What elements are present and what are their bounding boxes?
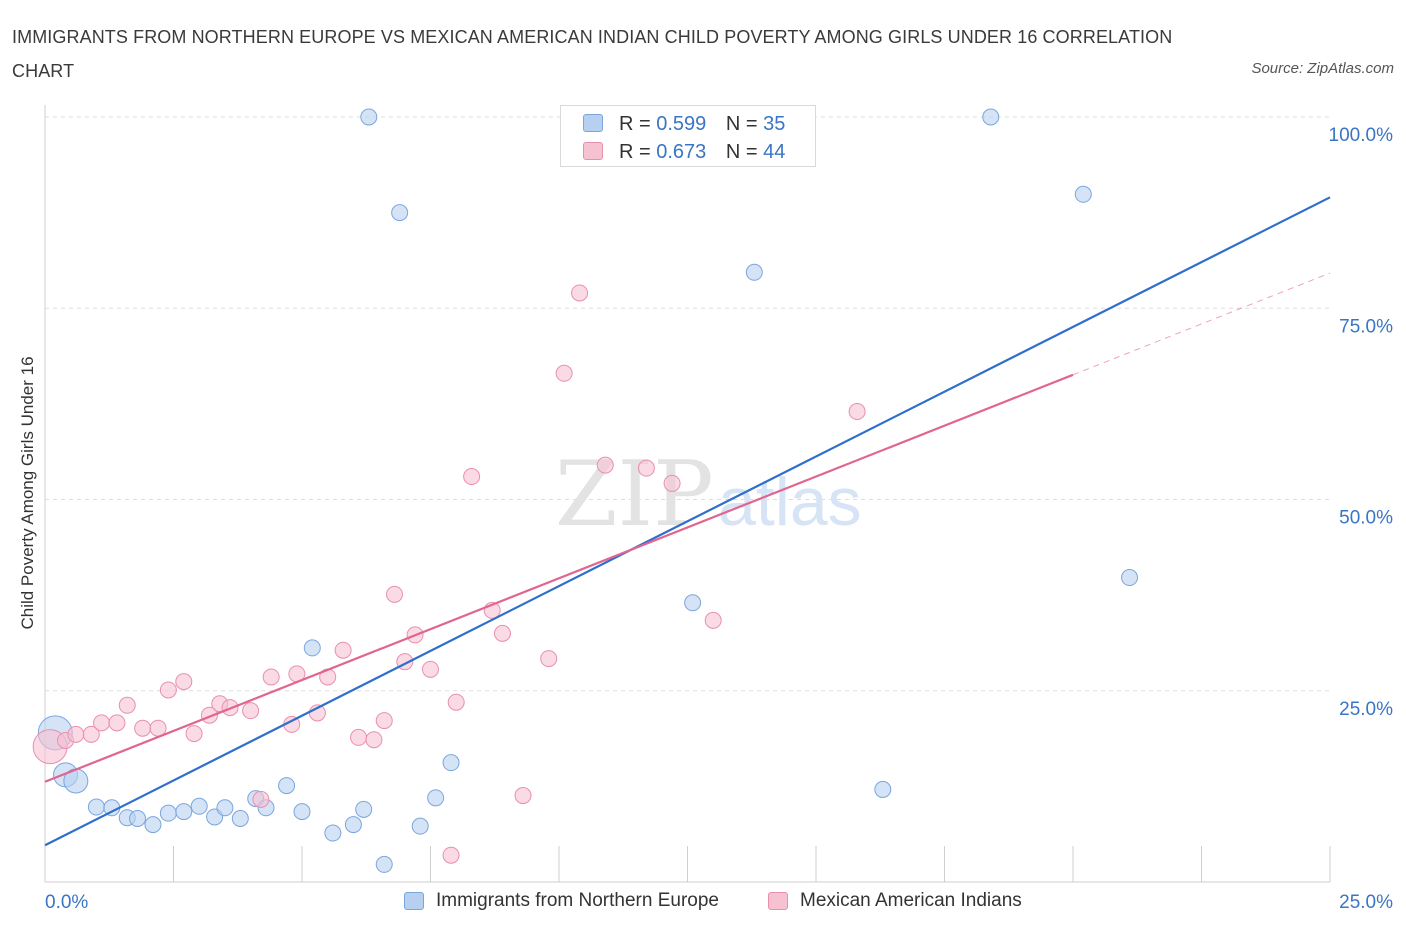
point-mexican-american-indian [514,787,532,805]
tick-labels: 25.0% 50.0% 75.0% 100.0% 0.0% 25.0% [45,125,1393,913]
point-mexican-american-indian [350,728,368,746]
point-northern-europe [216,799,234,817]
y-tick-label: 50.0% [1339,508,1393,529]
point-northern-europe [278,777,296,795]
point-northern-europe [375,855,393,873]
point-mexican-american-indian [93,714,111,732]
trend-lines [44,196,1331,847]
point-northern-europe [874,780,892,798]
legend-n-label: N = [725,141,758,163]
point-mexican-american-indian [540,650,558,668]
legend-r-value: 0.599 [656,113,707,135]
point-northern-europe [684,594,702,612]
legend-r-value: 0.673 [656,141,707,163]
point-mexican-american-indian [252,790,270,808]
point-mexican-american-indian [82,725,100,743]
point-northern-europe [129,810,147,828]
point-mexican-american-indian [108,714,126,732]
y-tick-label: 100.0% [1329,125,1394,146]
point-mexican-american-indian [848,403,866,421]
point-northern-europe [360,108,378,126]
series-label-blue: Immigrants from Northern Europe [436,890,719,911]
point-northern-europe [344,816,362,834]
legend-n-label: N = [725,113,758,135]
watermark-atlas: atlas [718,464,862,540]
watermark-zip: ZIP [555,442,714,547]
point-northern-europe [87,798,105,816]
point-mexican-american-indian [422,660,439,678]
point-mexican-american-indian [596,456,614,474]
trend-line-mexican-american-indian [44,373,1074,783]
legend-n-value: 35 [763,113,786,135]
point-northern-europe [745,263,763,281]
point-northern-europe [1074,185,1092,203]
point-northern-europe [1121,569,1139,587]
series-swatch-blue [404,892,424,910]
point-mexican-american-indian [663,474,681,492]
source-label: Source: ZipAtlas.com [1251,60,1394,77]
point-mexican-american-indian [262,668,280,686]
point-northern-europe [231,810,249,828]
point-mexican-american-indian [242,702,260,720]
point-northern-europe [303,639,321,657]
point-mexican-american-indian [571,284,589,302]
point-mexican-american-indian [375,712,393,730]
point-northern-europe [159,804,177,822]
point-northern-europe [427,789,445,807]
trend-line-northern-europe [44,196,1331,847]
point-mexican-american-indian [637,459,655,477]
point-mexican-american-indian [704,611,722,629]
point-mexican-american-indian [493,624,511,642]
legend-n-value: 44 [763,141,786,163]
point-mexican-american-indian [447,693,465,711]
point-mexican-american-indian [134,719,152,737]
point-northern-europe [190,797,208,815]
point-mexican-american-indian [386,585,404,603]
point-mexican-american-indian [185,725,203,743]
point-northern-europe [411,817,429,835]
point-northern-europe [293,803,311,821]
x-tick-label: 25.0% [1339,892,1393,913]
point-mexican-american-indian [118,696,136,714]
point-northern-europe [324,824,342,842]
legend-r-label: R = [619,113,651,135]
point-northern-europe [442,754,460,772]
trend-line-mexican-american-indian-extension [1072,272,1331,376]
x-tick-label: 0.0% [45,892,88,913]
chart-title: IMMIGRANTS FROM NORTHERN EUROPE VS MEXIC… [12,27,1173,81]
point-mexican-american-indian [442,846,460,864]
point-northern-europe [175,803,193,821]
point-northern-europe [144,816,162,834]
point-northern-europe [982,108,1000,126]
point-northern-europe [355,800,373,818]
axes [44,105,1331,883]
legend-r-label: R = [619,141,651,163]
y-tick-label: 25.0% [1339,699,1393,720]
point-mexican-american-indian [175,673,193,691]
point-northern-europe [391,204,409,222]
data-points [32,108,1139,873]
point-mexican-american-indian [365,731,383,749]
watermark: ZIP atlas [555,442,862,547]
point-mexican-american-indian [555,364,573,382]
point-mexican-american-indian [334,641,352,659]
legend-swatch-blue [583,114,603,132]
legend-text-pink: R = 0.673 N = 44 [619,141,785,164]
point-mexican-american-indian [463,468,481,486]
series-swatch-pink [768,892,788,910]
series-label-pink: Mexican American Indians [800,890,1022,911]
y-tick-label: 75.0% [1339,316,1393,337]
correlation-legend: R = 0.599 N = 35 R = 0.673 N = 44 [560,105,816,167]
legend-swatch-pink [583,142,603,160]
legend-text-blue: R = 0.599 N = 35 [619,113,785,136]
point-mexican-american-indian [159,681,177,699]
point-mexican-american-indian [67,725,85,743]
